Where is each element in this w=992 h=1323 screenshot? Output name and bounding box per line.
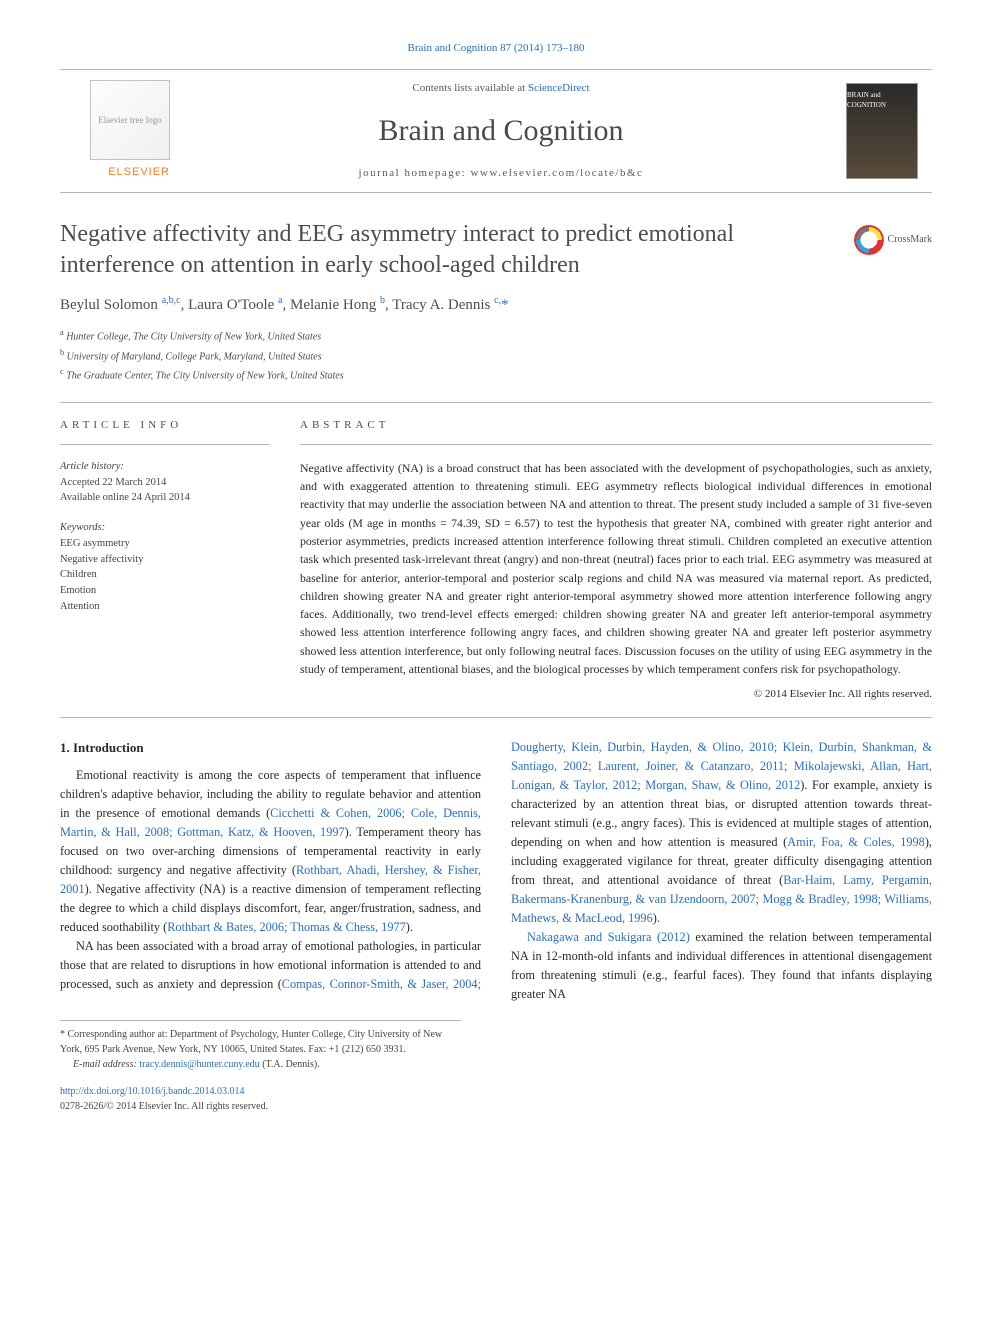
elsevier-tree-icon: Elsevier tree logo (90, 80, 170, 160)
affiliations: a Hunter College, The City University of… (60, 326, 932, 384)
article-info-label: ARTICLE INFO (60, 417, 270, 434)
crossmark-label: CrossMark (888, 232, 932, 247)
cover-label: BRAIN and COGNITION (847, 90, 917, 111)
corresponding-author-footnote: * Corresponding author at: Department of… (60, 1020, 461, 1072)
email-label: E-mail address: (73, 1059, 139, 1070)
journal-name: Brain and Cognition (170, 108, 832, 153)
crossmark-icon (854, 225, 884, 255)
divider-abs (300, 444, 932, 445)
affiliation-line: b University of Maryland, College Park, … (60, 346, 932, 365)
history-label: Article history: (60, 459, 270, 475)
corr-author-text: * Corresponding author at: Department of… (60, 1027, 461, 1057)
masthead: Elsevier tree logo ELSEVIER Contents lis… (60, 69, 932, 193)
abstract-label: ABSTRACT (300, 417, 932, 434)
divider-info (60, 444, 270, 445)
article-title: Negative affectivity and EEG asymmetry i… (60, 219, 838, 281)
journal-reference: Brain and Cognition 87 (2014) 173–180 (60, 40, 932, 57)
citation-link[interactable]: Amir, Foa, & Coles, 1998 (787, 835, 925, 849)
article-history: Article history: Accepted 22 March 2014 … (60, 459, 270, 506)
contents-prefix: Contents lists available at (412, 82, 527, 94)
issn-copyright: 0278-2626/© 2014 Elsevier Inc. All right… (60, 1101, 268, 1112)
body-columns: 1. Introduction Emotional reactivity is … (60, 738, 932, 1005)
divider-bottom (60, 717, 932, 718)
keyword: Children (60, 567, 270, 583)
divider-top (60, 402, 932, 403)
affiliation-line: c The Graduate Center, The City Universi… (60, 365, 932, 384)
email-link[interactable]: tracy.dennis@hunter.cuny.edu (139, 1059, 259, 1070)
publisher-name: ELSEVIER (108, 164, 170, 181)
keywords-label: Keywords: (60, 520, 270, 536)
citation-link[interactable]: Rothbart & Bates, 2006; Thomas & Chess, … (167, 920, 406, 934)
journal-homepage-line: journal homepage: www.elsevier.com/locat… (170, 165, 832, 182)
affiliation-line: a Hunter College, The City University of… (60, 326, 932, 345)
online-date: Available online 24 April 2014 (60, 490, 270, 506)
abstract-text: Negative affectivity (NA) is a broad con… (300, 461, 932, 676)
authors-line: Beylul Solomon a,b,c, Laura O'Toole a, M… (60, 293, 932, 317)
abstract-body: Negative affectivity (NA) is a broad con… (300, 459, 932, 678)
keywords-block: Keywords: EEG asymmetryNegative affectiv… (60, 520, 270, 615)
abstract-copyright: © 2014 Elsevier Inc. All rights reserved… (300, 686, 932, 703)
logo-alt: Elsevier tree logo (98, 114, 161, 128)
keyword: Emotion (60, 583, 270, 599)
doi-block: http://dx.doi.org/10.1016/j.bandc.2014.0… (60, 1084, 932, 1114)
doi-link[interactable]: http://dx.doi.org/10.1016/j.bandc.2014.0… (60, 1086, 245, 1097)
homepage-prefix: journal homepage: (359, 167, 471, 179)
contents-lists-line: Contents lists available at ScienceDirec… (170, 80, 832, 97)
p2-d: ). (653, 911, 660, 925)
publisher-block: Elsevier tree logo ELSEVIER (60, 80, 170, 182)
citation-link[interactable]: Nakagawa and Sukigara (2012) (527, 930, 690, 944)
keyword: Negative affectivity (60, 552, 270, 568)
email-suffix: (T.A. Dennis). (260, 1059, 320, 1070)
intro-para-3: Nakagawa and Sukigara (2012) examined th… (511, 928, 932, 1004)
sciencedirect-link[interactable]: ScienceDirect (528, 82, 590, 94)
keyword: EEG asymmetry (60, 536, 270, 552)
p1-d: ). (406, 920, 413, 934)
keyword: Attention (60, 599, 270, 615)
crossmark-badge[interactable]: CrossMark (854, 219, 932, 261)
intro-para-1: Emotional reactivity is among the core a… (60, 766, 481, 937)
accepted-date: Accepted 22 March 2014 (60, 475, 270, 491)
journal-cover-thumbnail: BRAIN and COGNITION (846, 83, 918, 179)
homepage-url-text: www.elsevier.com/locate/b&c (470, 167, 643, 179)
intro-heading: 1. Introduction (60, 738, 481, 758)
